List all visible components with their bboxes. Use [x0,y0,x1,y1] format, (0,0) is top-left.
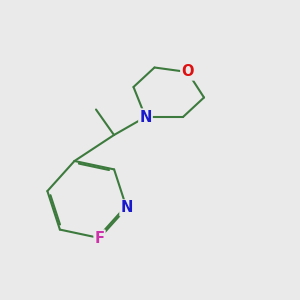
Text: N: N [139,110,152,124]
Text: N: N [120,200,133,215]
Text: F: F [94,230,104,245]
Text: O: O [181,64,194,80]
